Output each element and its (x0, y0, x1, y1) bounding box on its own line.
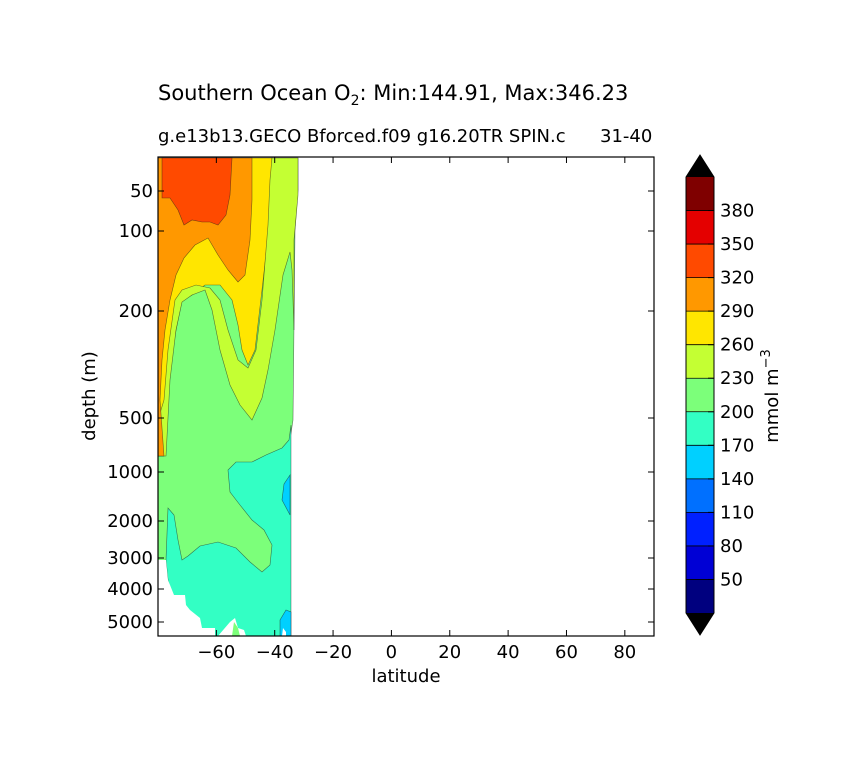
contour-fill-200-230-bottom (232, 622, 240, 636)
colorbar-tick-label: 140 (720, 469, 754, 490)
y-axis-label: depth (m) (79, 351, 100, 441)
y-tick-label: 3000 (107, 548, 153, 569)
contour-fill-230-260 (158, 157, 299, 457)
contour-fill-320-350 (161, 157, 233, 226)
colorbar-segment (686, 579, 714, 613)
colorbar-segment (686, 445, 714, 479)
colorbar-segment (686, 512, 714, 546)
colorbar-tick-label: 380 (720, 201, 754, 222)
x-axis: −60 −40 −20 0 20 40 60 80 (197, 157, 636, 663)
colorbar-segment (686, 545, 714, 580)
colorbar-tick-label: 320 (720, 268, 754, 289)
y-tick-label: 1000 (107, 462, 153, 483)
colorbar-segment (686, 411, 714, 446)
colorbar-segment (686, 478, 714, 513)
colorbar-segment (686, 378, 714, 412)
colorbar-tick-label: 50 (720, 569, 743, 590)
chart-title: Southern Ocean O2: Min:144.91, Max:346.2… (158, 81, 628, 109)
colorbar-tick-label: 200 (720, 402, 754, 423)
y-tick-label: 100 (119, 221, 153, 242)
colorbar-label: mmol m−3 (759, 349, 783, 443)
colorbar-tick-label: 230 (720, 368, 754, 389)
y-tick-label: 2000 (107, 511, 153, 532)
y-tick-label: 4000 (107, 579, 153, 600)
chart-subtitle-overlap: 31-40 (600, 126, 652, 147)
y-axis: 50 100 200 500 1000 2000 3000 4000 5000 (107, 181, 654, 633)
colorbar-segment (686, 344, 714, 379)
colorbar-segment (686, 210, 714, 245)
colorbar-tick-label: 80 (720, 536, 743, 557)
contour-fill-140-170-a (281, 474, 291, 516)
y-tick-label: 5000 (107, 612, 153, 633)
x-tick-label: −60 (197, 642, 235, 663)
y-tick-label: 200 (119, 301, 153, 322)
x-tick-label: −40 (256, 642, 294, 663)
x-tick-label: 60 (555, 642, 578, 663)
colorbar-segment (686, 244, 714, 278)
chart-subtitle: g.e13b13.GECO Bforced.f09 g16.20TR SPIN.… (158, 126, 566, 147)
colorbar-segment (686, 311, 714, 345)
x-tick-label: 0 (386, 642, 397, 663)
colorbar-extend-min (686, 613, 714, 635)
plot-frame (157, 156, 655, 637)
colorbar: 50 80 110 140 170 200 230 260 290 320 350 380 (685, 154, 754, 636)
colorbar-segment (686, 277, 714, 312)
contour-fill-290-320 (158, 157, 253, 457)
colorbar-tick-label: 290 (720, 301, 754, 322)
colorbar-tick-label: 350 (720, 234, 754, 255)
plot-area: −60 −40 −20 0 20 40 60 80 50 100 200 500 1000 2000 30… (107, 156, 655, 663)
colorbar-tick-label: 170 (720, 435, 754, 456)
y-tick-label: 50 (130, 181, 153, 202)
x-tick-label: 40 (497, 642, 520, 663)
bathymetry-mask (158, 560, 286, 636)
x-axis-label: latitude (371, 666, 440, 687)
contour-fill-140-170-b (279, 609, 292, 636)
x-tick-label: 20 (438, 642, 461, 663)
y-tick-label: 500 (119, 408, 153, 429)
colorbar-extend-max (686, 155, 714, 177)
colorbar-tick-label: 260 (720, 335, 754, 356)
colorbar-tick-label: 110 (720, 502, 754, 523)
colorbar-segment (686, 177, 714, 211)
x-tick-label: 80 (613, 642, 636, 663)
colorbar-frame (685, 154, 715, 636)
x-tick-label: −20 (314, 642, 352, 663)
